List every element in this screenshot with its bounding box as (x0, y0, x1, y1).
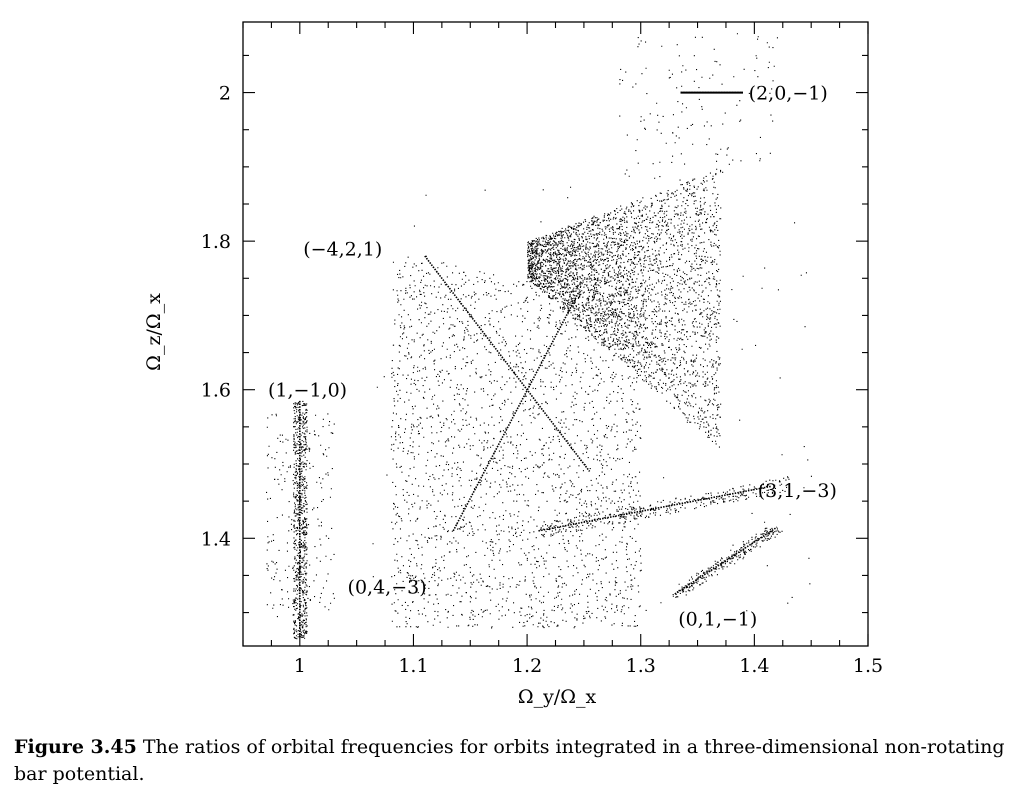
caption-label: Figure 3.45 (14, 736, 137, 758)
resonance-line (452, 292, 579, 532)
x-tick-label: 1.5 (853, 655, 883, 677)
annotation-label: (1,−1,0) (268, 380, 347, 402)
x-tick-label: 1 (294, 655, 306, 677)
tick-labels: 1 1.1 1.2 1.3 1.4 1.5 1.4 1.6 1.8 2 (201, 83, 883, 677)
plot-frame (242, 21, 869, 647)
tick-marks (242, 22, 869, 646)
scatter-point-cloud (266, 33, 812, 640)
figure-caption: Figure 3.45 The ratios of orbital freque… (14, 734, 1014, 788)
x-tick-label: 1.2 (512, 655, 542, 677)
resonance-lines (299, 91, 778, 639)
x-tick-label: 1.3 (626, 655, 656, 677)
annotation-label: (−4,2,1) (303, 239, 382, 261)
annotation-label: (3,1,−3) (758, 480, 837, 502)
annotations: (2,0,−1) (−4,2,1) (1,−1,0) (3,1,−3) (0,4,−3)… (268, 83, 837, 631)
x-tick-label: 1.4 (739, 655, 769, 677)
orbital-frequency-scatter-chart: 1 1.1 1.2 1.3 1.4 1.5 1.4 1.6 1.8 2 (2,0,−1) (−4,2… (143, 21, 883, 708)
caption-text: The ratios of orbital frequencies for or… (14, 736, 1005, 785)
y-tick-label: 1.8 (201, 231, 231, 253)
annotation-label: (0,1,−1) (678, 609, 757, 631)
annotation-label: (2,0,−1) (749, 83, 828, 105)
y-tick-label: 2 (219, 83, 231, 105)
y-tick-label: 1.4 (201, 528, 231, 550)
resonance-line (538, 485, 772, 532)
axes (242, 21, 869, 647)
resonance-line (674, 526, 778, 595)
resonance-line (424, 255, 591, 472)
y-tick-label: 1.6 (201, 380, 231, 402)
scatter-points (266, 33, 812, 640)
x-tick-label: 1.1 (398, 655, 428, 677)
x-axis-label: Ω_y/Ω_x (518, 686, 597, 708)
annotation-label: (0,4,−3) (348, 577, 427, 599)
y-axis-label: Ω_z/Ω_x (143, 293, 165, 371)
